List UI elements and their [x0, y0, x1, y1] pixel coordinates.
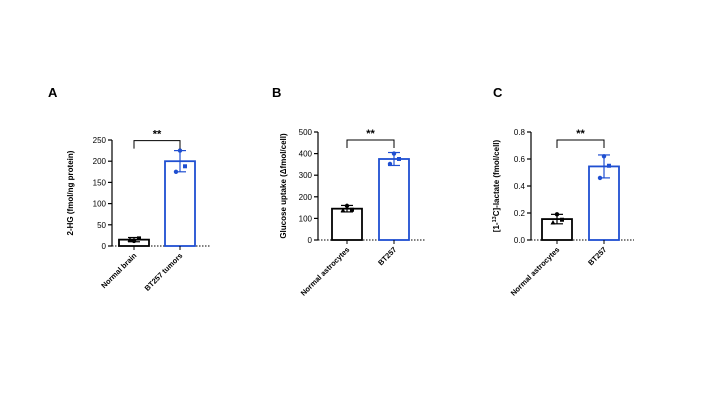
y-tick-label: 200: [299, 193, 313, 202]
data-point: [387, 161, 393, 167]
y-axis-label: [1-13C]-lactate (fmol/cell): [492, 139, 501, 232]
y-axis-label: Glucose uptake (Δfmol/cell): [279, 133, 288, 239]
y-tick-label: 0.2: [514, 209, 526, 218]
x-tick-label: BT257: [376, 245, 398, 267]
panel-label-c: C: [493, 85, 503, 100]
data-point: [554, 212, 560, 217]
y-tick-label: 300: [299, 171, 313, 180]
y-axis-label-superscript: 13: [492, 216, 498, 222]
y-axis-label-suffix: C]-lactate (fmol/cell): [492, 139, 501, 216]
data-point: [340, 207, 346, 213]
y-tick-label: 100: [299, 214, 313, 223]
data-point: [350, 207, 354, 212]
chart-panel-c: 0.0 0.2 0.4 0.6 0.8 [1-13C]-lactate (fmol/cel…: [492, 128, 634, 298]
data-point: [550, 219, 556, 225]
data-point: [597, 175, 603, 181]
panel-label-b: B: [272, 85, 282, 100]
y-tick-label: 400: [299, 150, 313, 159]
y-tick-label: 0.0: [514, 236, 526, 245]
significance-label: **: [576, 128, 585, 140]
data-point: [177, 148, 183, 153]
y-tick-label: 0: [308, 236, 313, 245]
significance-label: **: [366, 128, 375, 140]
data-point: [344, 203, 350, 209]
y-tick-label: 0: [102, 242, 107, 251]
chart-panel-a: 0 50 100 150 200 250 2-HG (fmol/ng protein) Nor…: [66, 129, 210, 293]
y-tick-label: 50: [97, 221, 106, 230]
x-tick-label: Normal brain: [99, 251, 138, 290]
panel-label-a: A: [48, 85, 58, 100]
data-point: [183, 164, 187, 169]
y-tick-label: 150: [93, 178, 107, 187]
x-tick-label: Normal astrocytes: [299, 245, 352, 298]
y-axis-label: 2-HG (fmol/ng protein): [66, 150, 75, 235]
data-point: [137, 236, 141, 241]
bar-tumor: [378, 158, 410, 241]
y-tick-label: 0.6: [514, 155, 526, 164]
bar-tumor: [588, 165, 620, 241]
x-tick-label: BT257 tumors: [143, 251, 185, 293]
data-point: [127, 237, 133, 242]
y-tick-label: 200: [93, 157, 107, 166]
data-point: [397, 157, 401, 161]
data-point: [607, 163, 611, 168]
bar-control: [331, 207, 363, 241]
significance-bracket: [346, 139, 395, 148]
y-tick-label: 0.4: [514, 182, 526, 191]
data-point: [173, 169, 179, 174]
bar-tumor: [164, 160, 196, 247]
y-tick-label: 0.8: [514, 128, 526, 137]
data-point: [131, 238, 137, 244]
y-tick-label: 500: [299, 128, 313, 137]
chart-panel-b: 0 100 200 300 400 500 Glucose uptake (Δfmol/ce…: [279, 128, 425, 298]
significance-label: **: [153, 129, 162, 141]
y-axis-label-prefix: [1-: [492, 222, 501, 232]
significance-bracket: [133, 140, 181, 149]
x-tick-label: Normal astrocytes: [509, 245, 562, 298]
y-tick-label: 250: [93, 136, 107, 145]
significance-bracket: [556, 139, 605, 148]
data-point: [560, 217, 564, 222]
data-point: [391, 151, 397, 156]
x-tick-label: BT257: [586, 245, 608, 267]
y-tick-label: 100: [93, 200, 107, 209]
data-point: [601, 154, 607, 159]
